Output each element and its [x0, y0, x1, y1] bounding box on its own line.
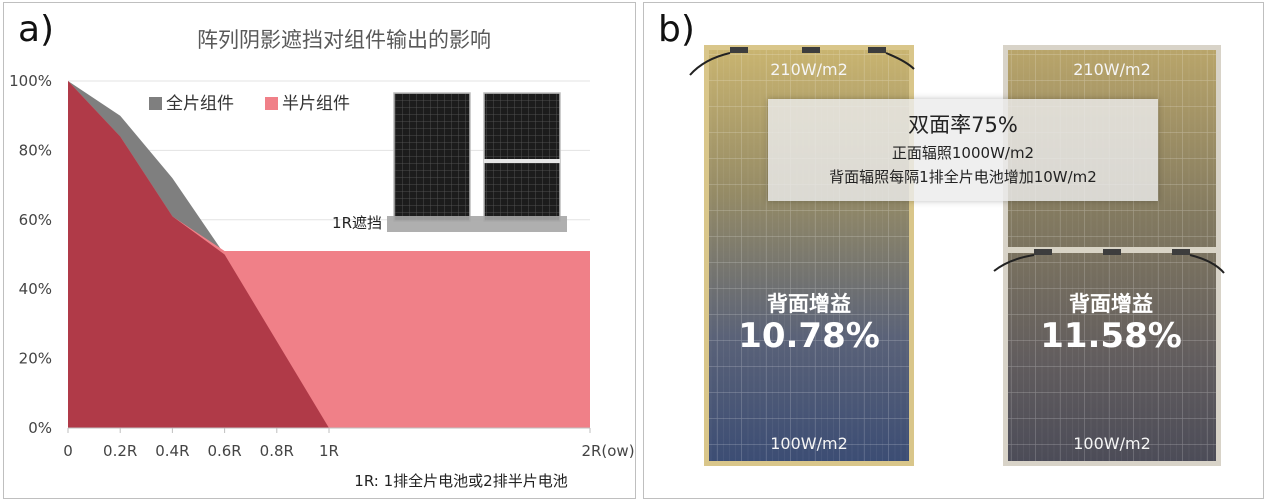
x-tick-label: 2R(ow): [581, 442, 634, 460]
legend-swatch-full: [149, 97, 162, 110]
legend-label-half: 半片组件: [282, 94, 350, 114]
x-tick-label: 0.4R: [155, 442, 189, 460]
y-tick-label: 20%: [19, 350, 52, 368]
x-tick-label: 0: [63, 442, 73, 460]
left-bottom-irradiance: 100W/m2: [770, 434, 848, 453]
shade-label: 1R遮挡: [332, 214, 382, 232]
overlap-area: [68, 81, 329, 428]
x-tick-label: 0.8R: [260, 442, 294, 460]
right-bottom-irradiance: 100W/m2: [1073, 434, 1151, 453]
chart-title: 阵列阴影遮挡对组件输出的影响: [197, 28, 491, 52]
x-tick-label: 0.6R: [207, 442, 241, 460]
shade-bar: [387, 216, 567, 232]
left-gain-label: 背面增益: [767, 292, 851, 316]
y-tick-label: 80%: [19, 141, 52, 159]
legend-swatch-half: [265, 97, 278, 110]
legend-label-full: 全片组件: [166, 94, 234, 114]
left-gain-value: 10.78%: [738, 316, 880, 356]
x-unit-note: 1R: 1排全片电池或2排半片电池: [354, 472, 567, 490]
area-chart: 阵列阴影遮挡对组件输出的影响 0% 20% 40% 60% 80% 100% 0 0.2R 0.…: [9, 28, 634, 490]
half-cell-module-image: [483, 92, 561, 222]
test-conditions-box: 双面率75% 正面辐照1000W/m2 背面辐照每隔1排全片电池增加10W/m2: [768, 99, 1158, 201]
panel-b-label: b): [658, 9, 695, 50]
y-tick-label: 60%: [19, 211, 52, 229]
photo-panel-b: b): [643, 2, 1264, 499]
y-tick-label: 100%: [9, 72, 52, 90]
module-inset: 1R遮挡: [332, 92, 567, 232]
full-cell-module-image: [393, 92, 471, 222]
left-top-irradiance: 210W/m2: [770, 60, 848, 79]
right-top-irradiance: 210W/m2: [1073, 60, 1151, 79]
x-tick-label: 0.2R: [103, 442, 137, 460]
bifaciality-text: 双面率75%: [908, 113, 1018, 137]
chart-panel-a: a) 阵列阴影遮挡对组件输出的影响 0% 20% 40% 60% 80% 100% 0 0.2…: [3, 2, 636, 499]
legend: 全片组件 半片组件: [149, 94, 350, 114]
rear-irradiance-text: 背面辐照每隔1排全片电池增加10W/m2: [829, 168, 1097, 186]
front-irradiance-text: 正面辐照1000W/m2: [891, 144, 1035, 162]
x-tick-label: 1R: [319, 442, 339, 460]
y-tick-label: 0%: [28, 419, 52, 437]
y-tick-label: 40%: [19, 280, 52, 298]
panel-a-label: a): [18, 9, 55, 50]
right-gain-label: 背面增益: [1069, 292, 1153, 316]
half-cell-junction-strip: [484, 159, 560, 163]
right-gain-value: 11.58%: [1040, 316, 1182, 356]
